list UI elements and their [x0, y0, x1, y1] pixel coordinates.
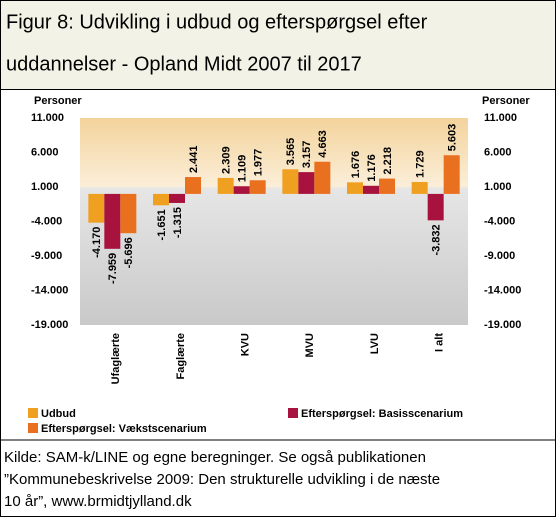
- legend-label: Efterspørgsel: Vækstscenarium: [41, 423, 207, 435]
- value-label: 2.309: [221, 146, 233, 174]
- bar: [443, 155, 460, 194]
- bar: [282, 169, 299, 194]
- y-tick-label: 6.000: [31, 146, 59, 158]
- y2-tick-label: -4.000: [484, 215, 515, 227]
- x-tick-label: KVU: [240, 333, 252, 356]
- y2-tick-label: -19.000: [484, 319, 521, 331]
- value-label: 1.977: [253, 149, 265, 177]
- value-label: 2.218: [382, 147, 394, 175]
- value-label: 1.676: [350, 151, 362, 179]
- value-label: 5.603: [447, 124, 459, 152]
- y2-tick-label: 6.000: [484, 146, 512, 158]
- bar: [427, 193, 444, 221]
- bar: [169, 193, 185, 203]
- value-label: -4.170: [91, 227, 103, 258]
- chart-title: uddannelser - Opland Midt 2007 til 2017: [6, 53, 362, 75]
- y-axis-label: Personer: [34, 95, 82, 107]
- bar: [298, 172, 315, 194]
- bar: [153, 193, 169, 206]
- source-note: ”Kommunebeskrivelse 2009: Den strukturel…: [4, 471, 440, 488]
- bar: [363, 185, 379, 194]
- bar: [347, 182, 363, 194]
- x-tick-label: MVU: [304, 333, 316, 358]
- y2-tick-label: 1.000: [484, 181, 512, 193]
- x-tick-label: LVU: [369, 333, 381, 354]
- value-label: 1.176: [366, 154, 378, 182]
- y2-tick-label: 11.000: [484, 112, 517, 124]
- value-label: 3.157: [301, 141, 313, 169]
- y2-tick-label: -9.000: [484, 250, 515, 262]
- value-label: -1.651: [156, 209, 168, 240]
- bar: [379, 178, 395, 194]
- value-label: 3.565: [285, 138, 297, 166]
- x-tick-label: Ufaglærte: [110, 333, 122, 384]
- value-label: 1.729: [415, 150, 427, 178]
- legend-swatch: [288, 408, 298, 418]
- bar: [217, 177, 234, 194]
- y-tick-label: 11.000: [31, 112, 64, 124]
- x-tick-label: I alt: [434, 333, 446, 352]
- legend-label: Efterspørgsel: Basisscenarium: [301, 408, 463, 420]
- bar: [120, 193, 137, 234]
- value-label: -7.959: [107, 253, 119, 284]
- y-tick-label: -14.000: [31, 284, 68, 296]
- y-tick-label: -9.000: [31, 250, 62, 262]
- source-note: 10 år”, www.brmidtjylland.dk: [4, 493, 192, 510]
- bar: [185, 177, 201, 194]
- bar: [411, 181, 428, 194]
- bar: [104, 193, 121, 249]
- y2-axis-label: Personer: [482, 95, 530, 107]
- y-tick-label: -4.000: [31, 215, 62, 227]
- plot-area: [80, 118, 468, 325]
- value-label: -3.832: [431, 224, 443, 255]
- value-label: 4.663: [317, 130, 329, 158]
- bar: [88, 193, 105, 223]
- bar: [249, 180, 266, 194]
- legend-swatch: [28, 423, 38, 433]
- y-tick-label: 1.000: [31, 181, 59, 193]
- x-tick-label: Faglærte: [175, 333, 187, 379]
- source-note: Kilde: SAM-k/LINE og egne beregninger. S…: [4, 449, 426, 466]
- chart-title: Figur 8: Udvikling i udbud og efterspørg…: [6, 11, 428, 33]
- y-tick-label: -19.000: [31, 319, 68, 331]
- value-label: 2.441: [188, 146, 200, 174]
- bar: [314, 161, 331, 194]
- title-box: [0, 0, 556, 90]
- bar: [233, 186, 250, 194]
- value-label: -1.315: [172, 207, 184, 238]
- value-label: -5.696: [123, 237, 135, 268]
- value-label: 1.109: [237, 155, 249, 183]
- y2-tick-label: -14.000: [484, 284, 521, 296]
- legend-swatch: [28, 408, 38, 418]
- legend-label: Udbud: [41, 408, 76, 420]
